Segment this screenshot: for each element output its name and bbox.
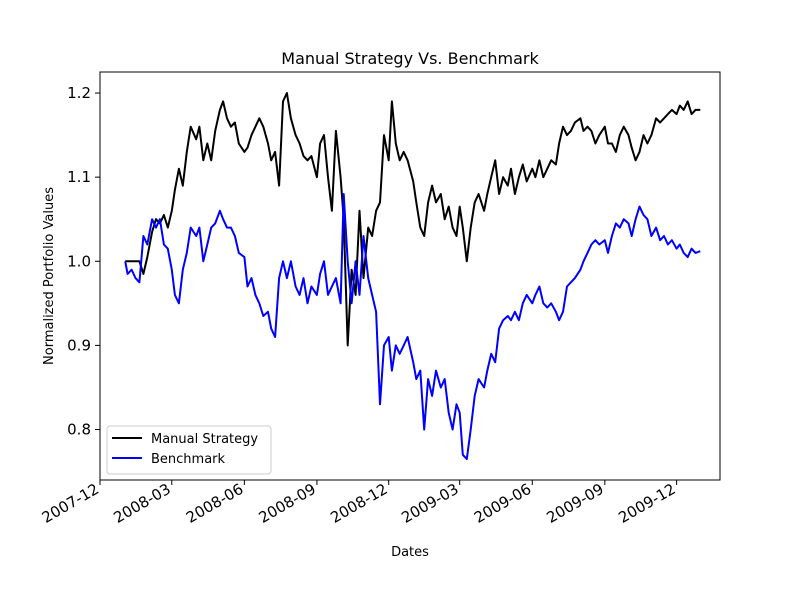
y-tick-label: 1.0	[67, 252, 91, 270]
y-tick-label: 1.1	[67, 168, 91, 186]
y-axis-label: Normalized Portfolio Values	[42, 187, 57, 365]
legend-benchmark-label: Benchmark	[151, 452, 226, 467]
x-axis-label: Dates	[391, 545, 429, 560]
plot-frame	[99, 71, 721, 481]
y-tick-label: 1.2	[67, 84, 91, 102]
legend-box	[106, 425, 272, 475]
series-line-manual-strategy	[125, 92, 701, 347]
y-tick-label: 0.8	[67, 421, 91, 439]
y-axis-ticks: 0.8 0.9 1.0 1.1 1.2	[67, 84, 100, 439]
series-line-benchmark	[124, 193, 701, 460]
lines-layer	[124, 92, 701, 460]
legend-manual-strategy-label: Manual Strategy	[151, 432, 258, 447]
y-tick-label: 0.9	[67, 336, 91, 354]
chart-title: Manual Strategy Vs. Benchmark	[281, 49, 539, 68]
legend: Manual Strategy Benchmark	[106, 425, 272, 475]
